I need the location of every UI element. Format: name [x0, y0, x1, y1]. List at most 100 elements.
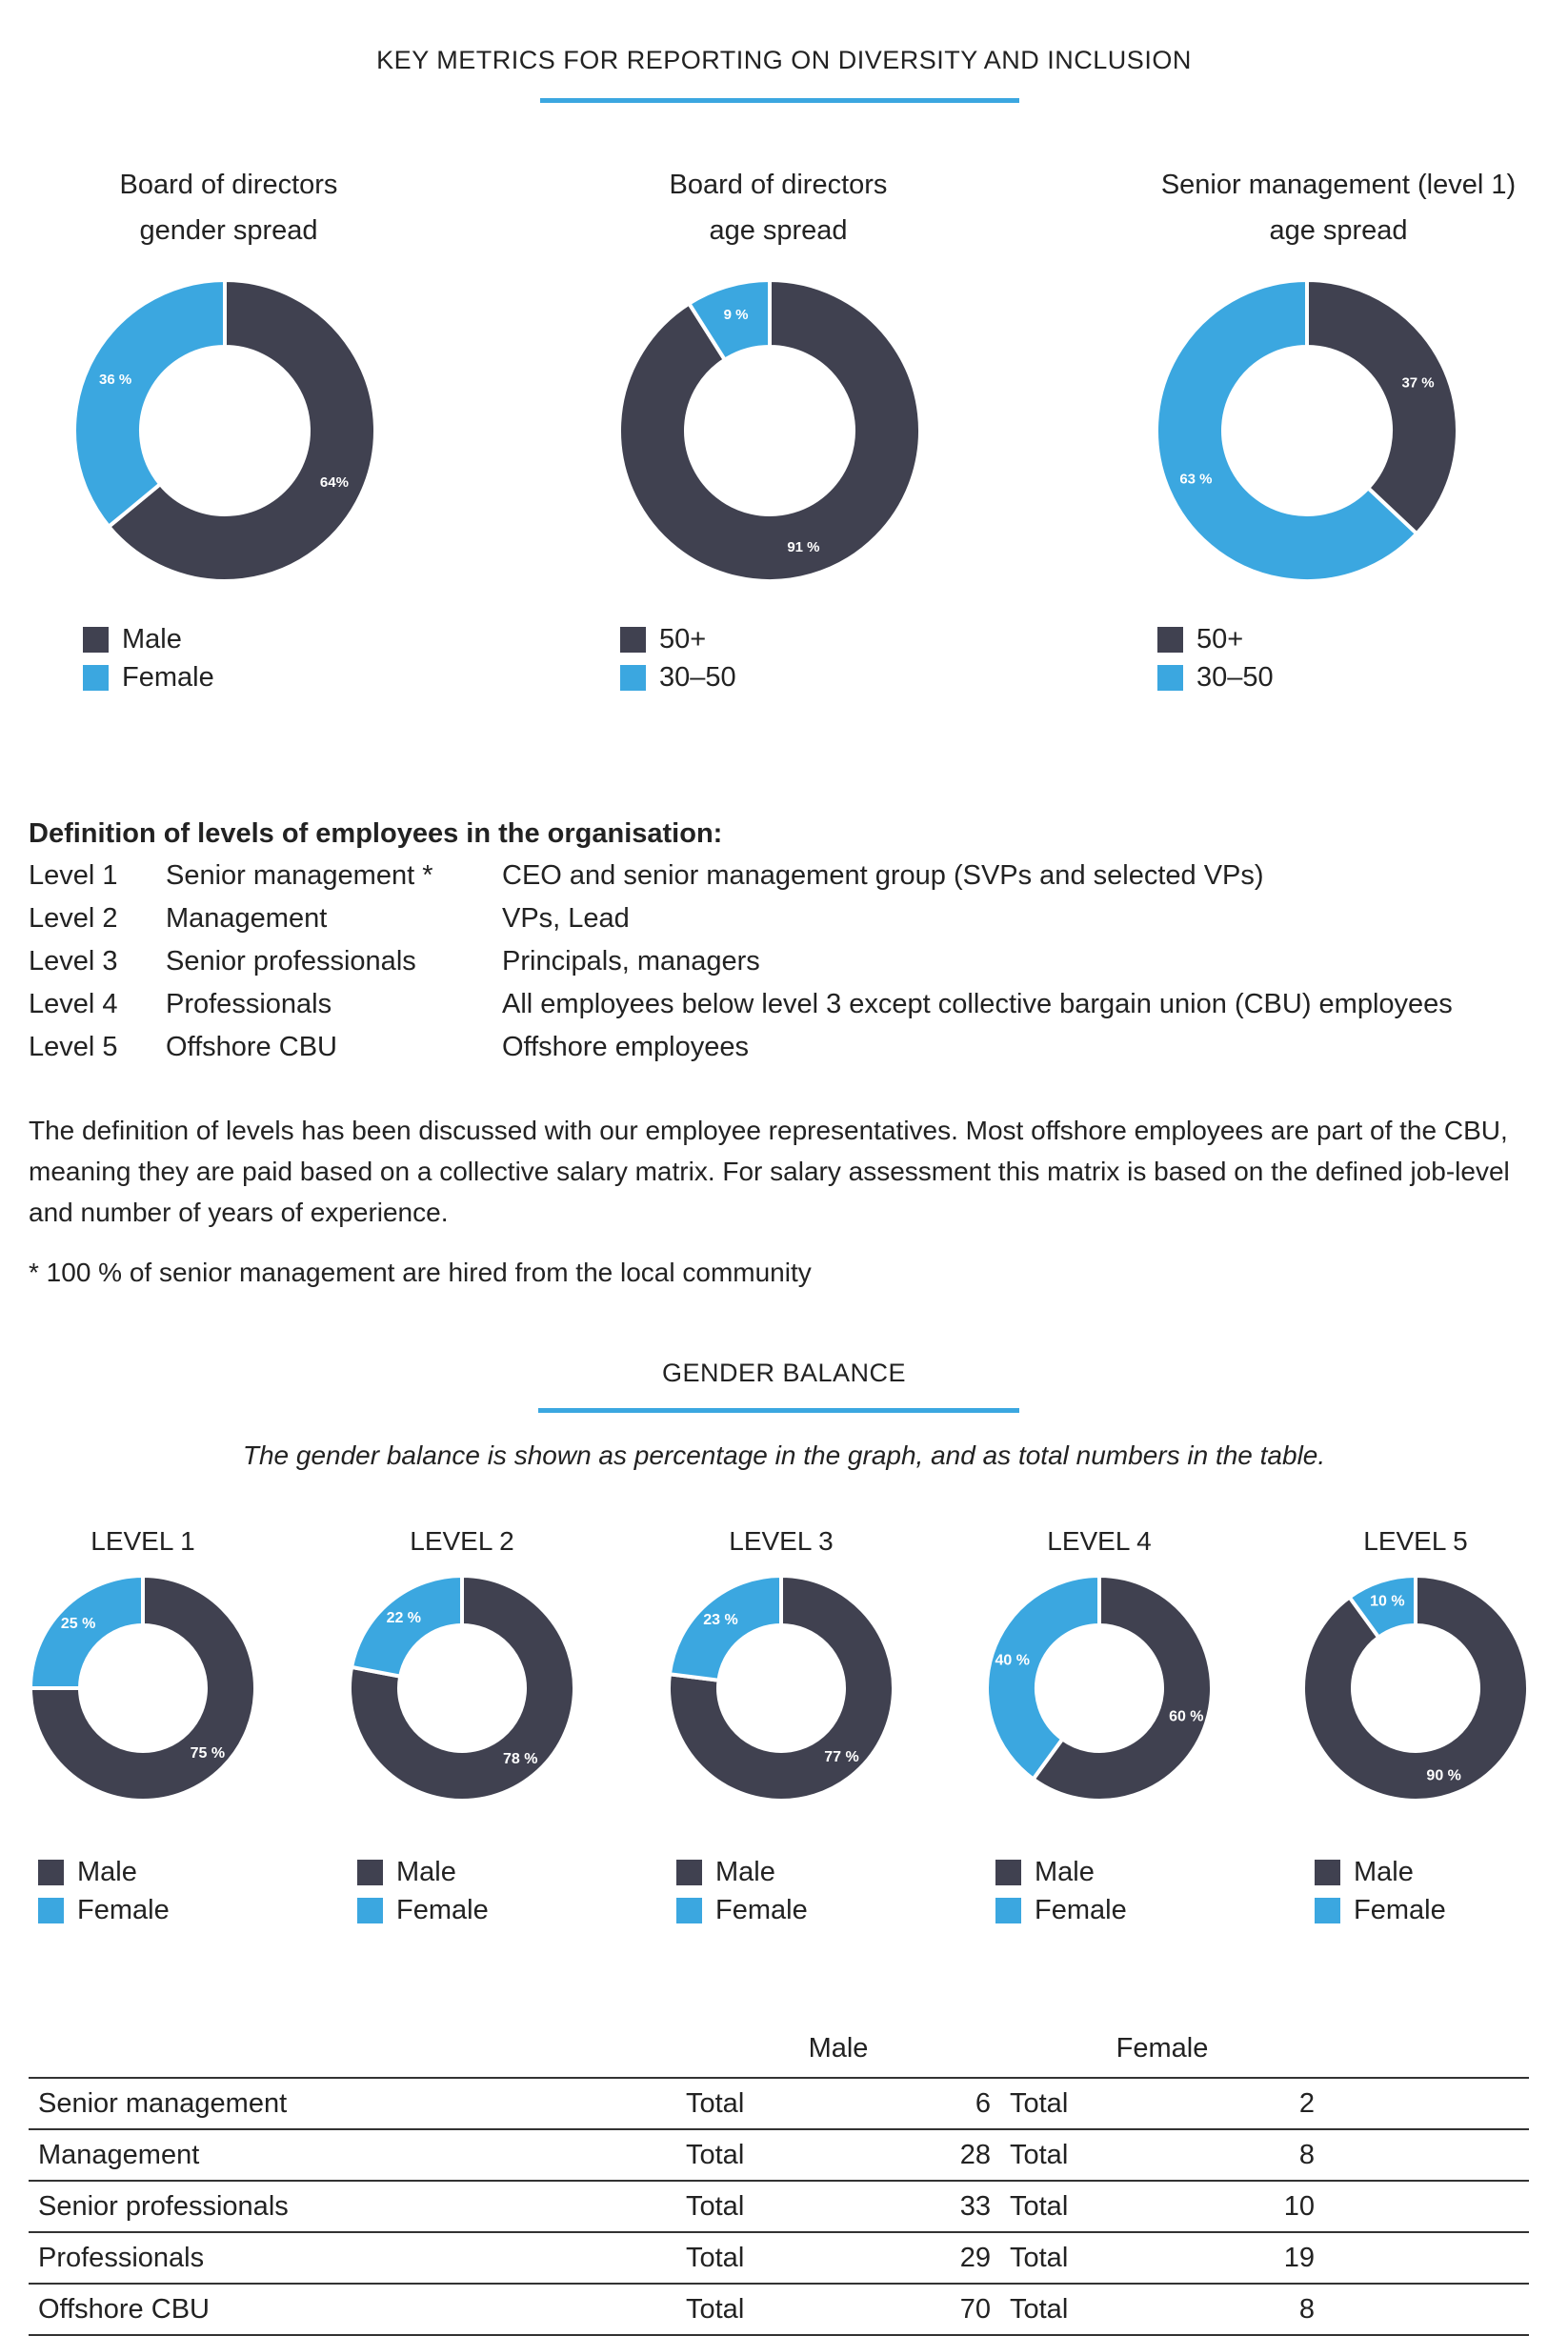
definition-name: Offshore CBU [166, 1032, 337, 1062]
male-total-label: Total [676, 2078, 810, 2130]
female-total-label: Total [1000, 2078, 1134, 2130]
definition-name: Professionals [166, 989, 332, 1019]
definition-desc: All employees below level 3 except colle… [502, 989, 1453, 1019]
definitions-heading: Definition of levels of employees in the… [29, 818, 723, 849]
row-label: Professionals [29, 2232, 676, 2285]
legend-level-2: Male Female [357, 1853, 489, 1929]
definition-desc: VPs, Lead [502, 903, 630, 934]
legend-board-age: 50+ 30–50 [620, 620, 736, 696]
donut-data-label: 75 % [191, 1745, 225, 1762]
legend-swatch-dark [1315, 1859, 1340, 1885]
legend-label: Male [1354, 1856, 1414, 1887]
row-spacer [1324, 2078, 1529, 2130]
male-total-label: Total [676, 2232, 810, 2285]
level-title: LEVEL 3 [729, 1526, 834, 1556]
legend-label: Male [396, 1856, 456, 1887]
legend-label: 50+ [1196, 623, 1244, 654]
legend-item: Male [83, 620, 214, 658]
legend-level-5: Male Female [1315, 1853, 1446, 1929]
legend-senior-age: 50+ 30–50 [1157, 620, 1274, 696]
definition-row: Level 4 Professionals All employees below … [29, 983, 1453, 1026]
donut-slice-male [106, 277, 377, 583]
legend-swatch-dark [995, 1859, 1021, 1885]
definition-level: Level 5 [29, 1032, 118, 1062]
definition-desc: Offshore employees [502, 1032, 749, 1062]
definition-desc: Principals, managers [502, 946, 760, 977]
male-total-value: 29 [810, 2232, 1000, 2285]
male-total-value: 6 [810, 2078, 1000, 2130]
gender-balance-note: The gender balance is shown as percentag… [242, 1440, 1326, 1470]
donut-slice-male [667, 1573, 895, 1802]
chart-title-board-gender: Board of directors gender spread [38, 162, 419, 253]
top-donut-charts: 64% 36 % 91 % 9 % 37 % 63 % [72, 277, 1459, 583]
legend-item: Male [1315, 1853, 1446, 1891]
table-header-male: Male [676, 2020, 1000, 2079]
female-total-value: 2 [1134, 2078, 1324, 2130]
donut-slice-female [28, 1573, 145, 1690]
legend-swatch-dark [83, 626, 109, 653]
legend-item: Female [83, 658, 214, 696]
row-spacer [1324, 2129, 1529, 2182]
donut-senior-age: 37 % 63 % [1155, 277, 1459, 583]
donut-slice-female [72, 277, 227, 530]
female-total-value: 8 [1134, 2284, 1324, 2336]
donut-data-label: 36 % [99, 372, 131, 388]
legend-label: Male [77, 1856, 137, 1887]
legend-swatch-dark [676, 1859, 702, 1885]
chart-title-line: Board of directors [119, 170, 338, 200]
donut-level-2: 78 % 22 % [348, 1573, 576, 1802]
donut-board-gender: 64% 36 % [72, 277, 377, 583]
donut-data-label: 23 % [703, 1612, 737, 1628]
legend-label: 30–50 [659, 661, 736, 693]
donut-level-3: 77 % 23 % [667, 1573, 895, 1802]
legend-item: 30–50 [620, 658, 736, 696]
table-header-row: Male Female [29, 2020, 1529, 2079]
chart-title-line: gender spread [139, 215, 318, 246]
definition-level: Level 2 [29, 903, 118, 934]
male-total-label: Total [676, 2129, 810, 2182]
donut-slice-male [1301, 1573, 1530, 1802]
legend-item: Male [38, 1853, 170, 1891]
legend-level-4: Male Female [995, 1853, 1127, 1929]
legend-swatch-dark [620, 626, 646, 653]
level-title: LEVEL 4 [1047, 1526, 1152, 1556]
donut-level-4: 60 % 40 % [985, 1573, 1214, 1802]
row-label: Management [29, 2129, 676, 2182]
chart-title-line: age spread [1269, 215, 1408, 246]
legend-label: Male [122, 623, 182, 654]
male-total-label: Total [676, 2284, 810, 2336]
table-row: Professionals Total 29 Total 19 [29, 2232, 1529, 2285]
legend-item: Female [38, 1891, 170, 1929]
row-spacer [1324, 2232, 1529, 2285]
table-row: Senior management Total 6 Total 2 [29, 2078, 1529, 2130]
legend-swatch-dark [1157, 626, 1183, 653]
male-total-value: 70 [810, 2284, 1000, 2336]
donut-data-label: 77 % [824, 1749, 858, 1765]
chart-title-board-age: Board of directors age spread [588, 162, 969, 253]
definition-name: Senior management * [166, 860, 433, 891]
donut-slice-50- [617, 277, 922, 583]
female-total-label: Total [1000, 2129, 1134, 2182]
legend-label: Male [715, 1856, 775, 1887]
male-total-value: 28 [810, 2129, 1000, 2182]
donut-slice-female [1346, 1573, 1417, 1641]
donut-data-label: 40 % [995, 1652, 1029, 1668]
legend-item: Male [995, 1853, 1127, 1891]
level-title: LEVEL 2 [410, 1526, 514, 1556]
donut-data-label: 9 % [724, 307, 749, 323]
legend-item: Female [357, 1891, 489, 1929]
donut-slice-50- [1305, 277, 1459, 536]
gender-balance-title: GENDER BALANCE [661, 1359, 907, 1387]
table-row: Offshore CBU Total 70 Total 8 [29, 2284, 1529, 2336]
table-row: Management Total 28 Total 8 [29, 2129, 1529, 2182]
female-total-value: 19 [1134, 2232, 1324, 2285]
legend-swatch-dark [38, 1859, 64, 1885]
definition-level: Level 1 [29, 860, 118, 891]
legend-swatch-blue [995, 1897, 1021, 1923]
female-total-value: 8 [1134, 2129, 1324, 2182]
legend-swatch-blue [676, 1897, 702, 1923]
donut-data-label: 63 % [1179, 471, 1212, 487]
donut-data-label: 90 % [1426, 1767, 1460, 1783]
donut-data-label: 37 % [1401, 375, 1434, 392]
row-label: Offshore CBU [29, 2284, 676, 2336]
